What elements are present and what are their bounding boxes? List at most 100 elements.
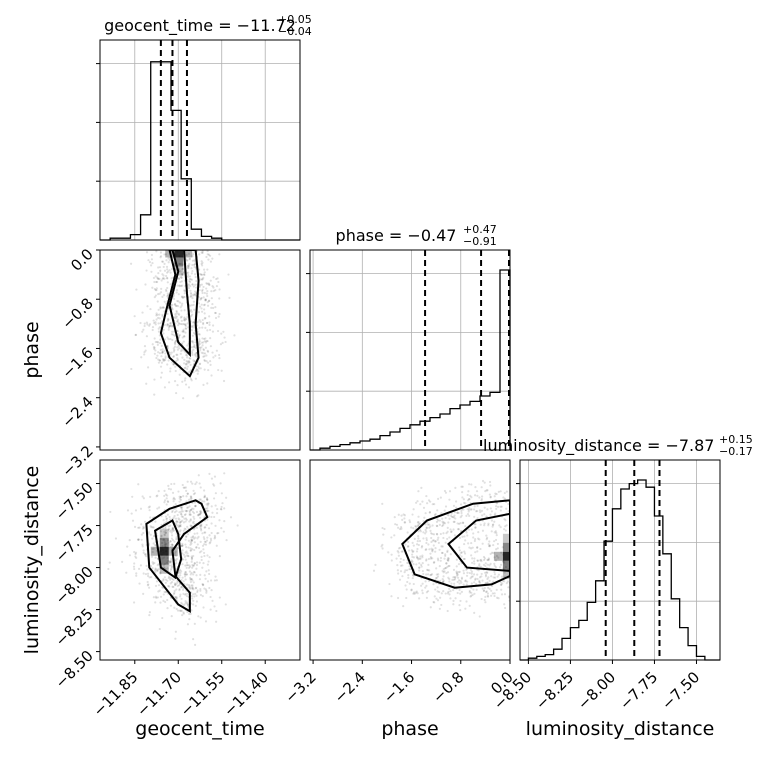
scatter-point xyxy=(186,492,189,495)
scatter-point xyxy=(512,580,514,582)
scatter-point xyxy=(434,540,437,543)
scatter-point xyxy=(479,523,482,526)
scatter-point xyxy=(162,519,165,522)
scatter-point xyxy=(442,521,445,524)
scatter-point xyxy=(488,540,491,543)
scatter-point xyxy=(472,508,476,511)
scatter-point xyxy=(193,263,196,267)
scatter-point xyxy=(199,512,202,515)
scatter-point xyxy=(497,597,500,600)
scatter-point xyxy=(511,520,513,522)
scatter-point xyxy=(192,493,196,496)
scatter-point xyxy=(523,488,525,490)
scatter-point xyxy=(200,555,203,558)
scatter-point xyxy=(168,324,172,327)
scatter-point xyxy=(202,348,205,351)
scatter-point xyxy=(187,264,191,268)
scatter-point xyxy=(192,303,195,306)
scatter-point xyxy=(480,575,483,578)
scatter-point xyxy=(190,555,193,558)
scatter-point xyxy=(182,349,185,352)
scatter-point xyxy=(190,609,193,612)
scatter-point xyxy=(189,308,193,312)
scatter-point xyxy=(153,287,156,291)
scatter-point xyxy=(481,587,484,590)
scatter-point xyxy=(492,551,495,555)
scatter-point xyxy=(189,524,192,527)
scatter-point xyxy=(212,356,215,359)
scatter-point xyxy=(415,543,419,546)
scatter-point xyxy=(173,345,177,348)
scatter-point xyxy=(179,523,182,526)
scatter-point xyxy=(189,275,192,278)
scatter-point xyxy=(188,262,191,266)
scatter-point xyxy=(193,265,196,269)
scatter-point xyxy=(191,587,195,590)
scatter-point xyxy=(143,350,146,354)
scatter-point xyxy=(185,327,188,330)
scatter-point xyxy=(471,575,474,578)
scatter-point xyxy=(188,277,191,281)
scatter-point xyxy=(407,545,410,548)
scatter-point xyxy=(194,354,197,357)
scatter-point xyxy=(191,353,194,357)
scatter-point xyxy=(204,298,207,301)
scatter-point xyxy=(153,280,156,284)
scatter-point xyxy=(457,563,461,566)
scatter-point xyxy=(184,528,187,531)
scatter-point xyxy=(201,291,204,295)
scatter-point xyxy=(164,544,167,547)
scatter-point xyxy=(449,590,452,593)
scatter-point xyxy=(216,532,219,535)
scatter-point xyxy=(430,532,433,535)
scatter-point xyxy=(204,531,207,534)
x-tick-label: −2.4 xyxy=(331,668,369,706)
scatter-point xyxy=(445,532,448,535)
scatter-point xyxy=(422,537,425,540)
scatter-point xyxy=(208,283,211,286)
scatter-point xyxy=(178,301,182,304)
title-luminosity-distance-minus: −0.17 xyxy=(719,445,753,458)
x-tick-label: −3.2 xyxy=(281,668,319,706)
scatter-point xyxy=(199,516,202,519)
scatter-point xyxy=(444,566,447,570)
scatter-point xyxy=(451,515,455,519)
scatter-point xyxy=(161,315,164,318)
scatter-point xyxy=(203,543,206,546)
scatter-point xyxy=(213,537,216,540)
scatter-point xyxy=(472,560,476,563)
scatter-point xyxy=(163,590,166,594)
scatter-point xyxy=(454,517,457,520)
scatter-point xyxy=(390,553,393,556)
scatter-point xyxy=(134,333,138,336)
scatter-point xyxy=(185,495,188,498)
scatter-point xyxy=(400,527,403,530)
scatter-point xyxy=(167,307,170,310)
scatter-point xyxy=(181,274,184,277)
scatter-point xyxy=(516,560,518,562)
scatter-point xyxy=(403,517,406,520)
scatter-point xyxy=(160,320,164,323)
scatter-point xyxy=(171,491,175,494)
scatter-point xyxy=(160,287,163,290)
scatter-point xyxy=(442,575,445,578)
scatter-point xyxy=(159,321,162,325)
scatter-point xyxy=(169,560,172,563)
scatter-point xyxy=(159,365,163,368)
scatter-point xyxy=(490,530,493,533)
scatter-point xyxy=(486,536,489,539)
scatter-point xyxy=(185,360,188,363)
scatter-point xyxy=(167,318,170,321)
scatter-point xyxy=(176,284,179,287)
scatter-point xyxy=(432,533,436,536)
scatter-point xyxy=(126,545,129,548)
scatter-point xyxy=(109,510,112,514)
scatter-point xyxy=(390,595,393,598)
scatter-point xyxy=(171,529,174,533)
scatter-point xyxy=(487,544,491,548)
scatter-point xyxy=(206,509,209,512)
scatter-point xyxy=(178,576,181,579)
scatter-point xyxy=(185,594,188,598)
scatter-point xyxy=(169,488,173,491)
scatter-point xyxy=(416,521,420,524)
